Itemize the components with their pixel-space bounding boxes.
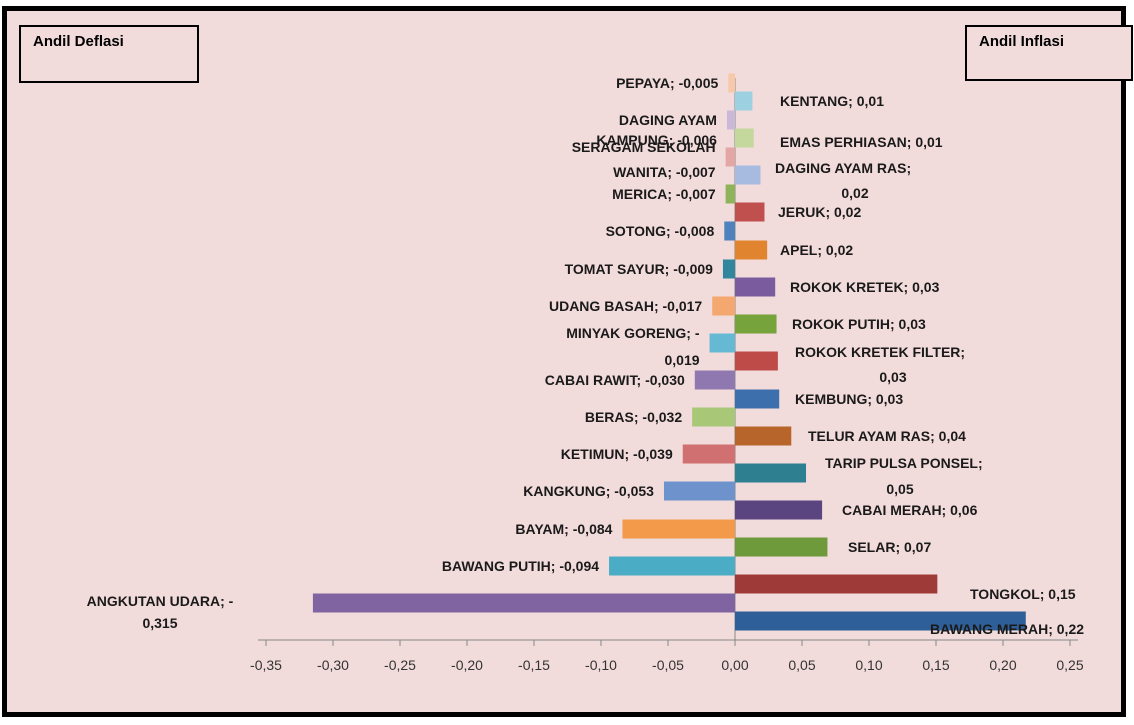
- deflasi-bar: [609, 556, 735, 576]
- inflasi-bar-label: EMAS PERHIASAN; 0,01: [780, 134, 943, 150]
- inflasi-bar-label: TELUR AYAM RAS; 0,04: [808, 428, 966, 444]
- deflasi-bar: [725, 147, 735, 167]
- inflasi-bar: [735, 389, 780, 409]
- inflasi-bar: [735, 314, 777, 334]
- deflasi-bar-label: BAWANG PUTIH; -0,094: [442, 558, 599, 574]
- deflasi-bar-label: CABAI RAWIT; -0,030: [545, 372, 685, 388]
- deflasi-bar: [682, 444, 735, 464]
- deflasi-bar: [712, 296, 735, 316]
- inflasi-bar-label: BAWANG MERAH; 0,22: [930, 621, 1084, 637]
- deflasi-bar-label: DAGING AYAM KAMPUNG; -0,006: [596, 112, 717, 148]
- inflasi-bar-label: APEL; 0,02: [780, 242, 853, 258]
- inflasi-bar: [735, 202, 765, 222]
- deflasi-bar-label: MERICA; -0,007: [612, 186, 716, 202]
- inflasi-bar-label: ROKOK KRETEK; 0,03: [790, 279, 940, 295]
- x-tick-label: -0,25: [384, 657, 416, 673]
- deflasi-bar: [692, 407, 735, 427]
- deflasi-bar-label: BAYAM; -0,084: [515, 521, 612, 537]
- x-tick-label: -0,30: [317, 657, 349, 673]
- x-tick-label: -0,05: [652, 657, 684, 673]
- inflasi-bar-label: DAGING AYAM RAS; 0,02: [775, 160, 911, 201]
- deflasi-bar: [722, 259, 735, 279]
- deflasi-bar: [709, 333, 735, 353]
- x-tick-label: -0,20: [451, 657, 483, 673]
- x-tick-label: -0,15: [518, 657, 550, 673]
- x-tick-label: -0,10: [585, 657, 617, 673]
- inflasi-bar: [735, 351, 778, 371]
- inflasi-bar-label: KENTANG; 0,01: [780, 93, 884, 109]
- deflasi-bar: [694, 370, 735, 390]
- inflasi-bar-label: ROKOK PUTIH; 0,03: [792, 316, 926, 332]
- inflasi-bar-label: CABAI MERAH; 0,06: [842, 502, 978, 518]
- inflasi-bar: [735, 165, 761, 185]
- inflasi-bar-label: KEMBUNG; 0,03: [795, 391, 903, 407]
- deflasi-bar-label: KANGKUNG; -0,053: [523, 483, 654, 499]
- deflasi-bar: [725, 184, 735, 204]
- deflasi-bar: [724, 221, 735, 241]
- x-tick-label: -0,35: [250, 657, 282, 673]
- inflasi-title-box: Andil Inflasi: [965, 25, 1133, 81]
- x-tick-label: 0,25: [1056, 657, 1083, 673]
- inflasi-bar: [735, 463, 807, 483]
- inflasi-bar-label: ROKOK KRETEK FILTER; 0,03: [795, 344, 965, 385]
- inflasi-bar: [735, 240, 768, 260]
- x-tick-label: 0,00: [721, 657, 748, 673]
- deflasi-bar-label: KETIMUN; -0,039: [561, 446, 673, 462]
- inflasi-bar: [735, 500, 823, 520]
- deflasi-title-box: Andil Deflasi: [19, 25, 199, 83]
- x-tick-label: 0,15: [922, 657, 949, 673]
- inflasi-bar: [735, 128, 754, 148]
- deflasi-bar-label: BERAS; -0,032: [585, 409, 682, 425]
- deflasi-bar-label: TOMAT SAYUR; -0,009: [565, 261, 714, 277]
- deflasi-title: Andil Deflasi: [33, 33, 124, 50]
- inflasi-bar-label: TARIP PULSA PONSEL; 0,05: [825, 455, 983, 497]
- x-tick-label: 0,05: [788, 657, 815, 673]
- inflasi-bar: [735, 611, 1026, 631]
- inflasi-bar: [735, 574, 938, 594]
- inflasi-bar: [735, 91, 753, 111]
- inflasi-bar: [735, 426, 792, 446]
- x-tick-label: 0,10: [855, 657, 882, 673]
- deflasi-bar: [663, 481, 735, 501]
- deflasi-bar: [726, 110, 735, 130]
- deflasi-bar-label: UDANG BASAH; -0,017: [549, 298, 702, 314]
- deflasi-bar-label: MINYAK GORENG; -0,019: [566, 325, 700, 368]
- x-tick-label: 0,20: [989, 657, 1016, 673]
- inflasi-title: Andil Inflasi: [979, 33, 1065, 50]
- deflasi-bar-label: PEPAYA; -0,005: [616, 75, 718, 91]
- inflasi-bar: [735, 537, 828, 557]
- inflasi-bar: [735, 277, 776, 297]
- deflasi-bar-label: SERAGAM SEKOLAH WANITA; -0,007: [572, 139, 716, 180]
- deflasi-bar: [622, 519, 735, 539]
- inflasi-bar-label: JERUK; 0,02: [778, 204, 861, 220]
- inflasi-bar-label: TONGKOL; 0,15: [970, 586, 1076, 602]
- inflasi-bar-label: SELAR; 0,07: [848, 539, 931, 555]
- deflasi-bar: [312, 593, 735, 613]
- deflasi-bar-label: ANGKUTAN UDARA; -0,315: [87, 593, 234, 631]
- deflasi-bar: [728, 73, 735, 93]
- deflasi-bar-label: SOTONG; -0,008: [606, 223, 715, 239]
